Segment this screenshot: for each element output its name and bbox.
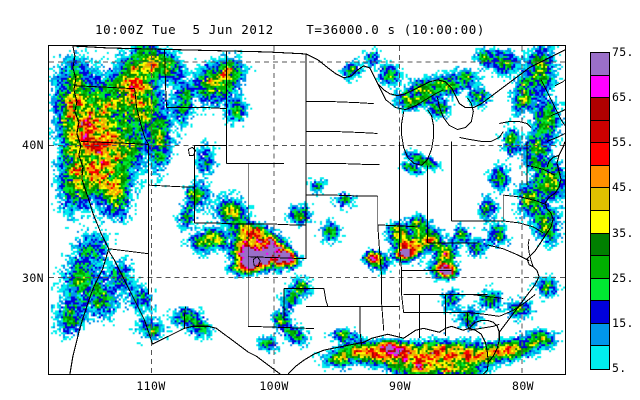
colorbar-label-15: 15.	[612, 315, 634, 330]
colorbar-segment-65	[591, 98, 609, 121]
x-axis-tick-80w: 80W	[512, 379, 534, 393]
map-boundaries-overlay	[49, 46, 565, 374]
colorbar-segment-25	[591, 278, 609, 302]
colorbar-label-25: 25.	[612, 270, 634, 285]
map-plot-area[interactable]	[48, 45, 566, 375]
colorbar-label-65: 65.	[612, 90, 634, 105]
x-axis-tick-90w: 90W	[389, 379, 411, 393]
colorbar-label-5: 5.	[612, 361, 627, 375]
colorbar-segment-30	[591, 256, 609, 279]
colorbar-segment-20	[591, 301, 609, 324]
colorbar-segment-60	[591, 120, 609, 144]
colorbar-segment-40	[591, 210, 609, 234]
colorbar-segment-10	[591, 346, 609, 369]
colorbar-segment-35	[591, 233, 609, 257]
x-axis-tick-110w: 110W	[136, 379, 166, 393]
colorbar-segment-75	[591, 53, 609, 76]
radar-reflectivity-layer	[49, 46, 565, 374]
reflectivity-colorbar[interactable]	[590, 52, 610, 370]
y-axis-tick-40n: 40N	[22, 138, 44, 152]
colorbar-segment-55	[591, 143, 609, 166]
y-axis-tick-30n: 30N	[22, 271, 44, 285]
colorbar-label-35: 35.	[612, 225, 634, 240]
colorbar-label-55: 55.	[612, 135, 634, 150]
colorbar-label-45: 45.	[612, 180, 634, 195]
colorbar-segment-45	[591, 188, 609, 211]
colorbar-label-75: 75.	[612, 45, 634, 59]
colorbar-segment-70	[591, 75, 609, 99]
colorbar-segment-50	[591, 165, 609, 189]
x-axis-tick-100w: 100W	[259, 379, 289, 393]
page-title: 10:00Z Tue 5 Jun 2012 T=36000.0 s (10:00…	[94, 22, 486, 37]
colorbar-segment-15	[591, 323, 609, 347]
